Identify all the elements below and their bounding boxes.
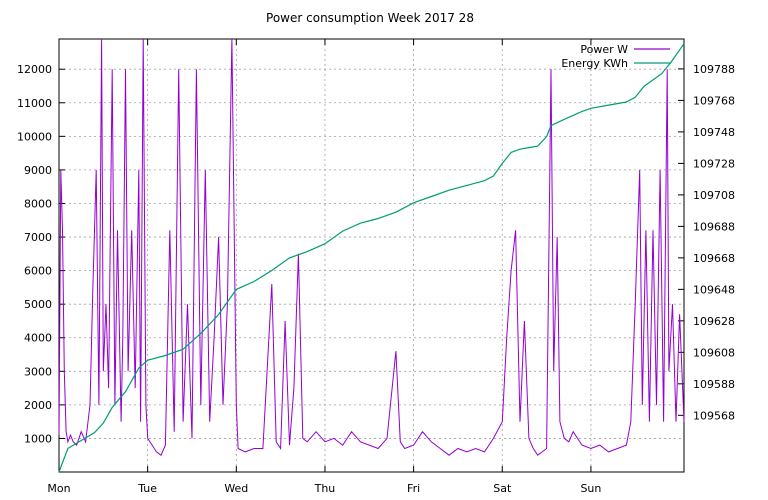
y2-tick-label: 109688	[693, 220, 735, 233]
y-tick-label: 2000	[24, 399, 52, 412]
axes: Mon Tue Wed Thu Fri Sat Sun 1000 2000 3000 4000 500…	[17, 39, 735, 495]
legend-label-energy: Energy KWh	[561, 57, 628, 70]
x-tick-label: Fri	[407, 482, 420, 495]
legend-label-power: Power W	[580, 43, 628, 56]
plot-frame	[58, 38, 685, 473]
y2-tick-label: 109588	[693, 378, 735, 391]
x-tick-label: Wed	[224, 482, 248, 495]
y2-tick-label: 109628	[693, 315, 735, 328]
y-tick-label: 9000	[24, 164, 52, 177]
y-tick-label: 1000	[24, 432, 52, 445]
x-tick-label: Thu	[314, 482, 336, 495]
series-lines	[58, 38, 685, 473]
y-tick-label: 7000	[24, 231, 52, 244]
y2-tick-label: 109608	[693, 346, 735, 359]
y-tick-label: 11000	[17, 97, 52, 110]
y-tick-label: 6000	[24, 265, 52, 278]
y2-tick-label: 109768	[693, 94, 735, 107]
y2-tick-label: 109748	[693, 126, 735, 139]
y2-tick-label: 109568	[693, 409, 735, 422]
energy-series-line	[58, 43, 685, 473]
y-tick-label: 12000	[17, 63, 52, 76]
y2-tick-label: 109788	[693, 63, 735, 76]
y2-tick-label: 109668	[693, 252, 735, 265]
legend: Power W Energy KWh	[561, 43, 670, 70]
y-tick-label: 4000	[24, 332, 52, 345]
x-tick-label: Tue	[137, 482, 157, 495]
power-series-line	[58, 38, 685, 456]
x-tick-label: Mon	[47, 482, 70, 495]
x-tick-label: Sun	[580, 482, 601, 495]
y-tick-label: 10000	[17, 130, 52, 143]
y2-tick-label: 109648	[693, 283, 735, 296]
y2-tick-label: 109708	[693, 189, 735, 202]
y-tick-label: 5000	[24, 298, 52, 311]
y-tick-label: 8000	[24, 197, 52, 210]
chart-title: Power consumption Week 2017 28	[266, 11, 474, 25]
x-tick-label: Sat	[493, 482, 512, 495]
y-tick-label: 3000	[24, 365, 52, 378]
grid-lines	[59, 39, 684, 472]
y2-tick-label: 109728	[693, 157, 735, 170]
